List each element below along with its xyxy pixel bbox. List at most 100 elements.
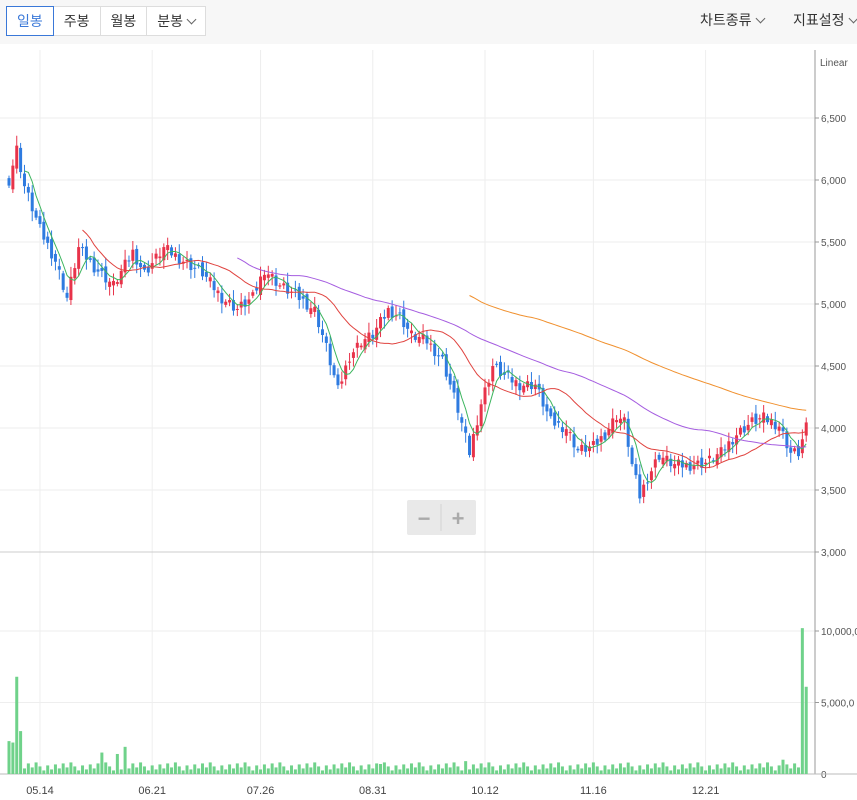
volume-bar bbox=[777, 765, 781, 774]
volume-tick-label: 5,000,0 bbox=[821, 699, 855, 710]
candle bbox=[483, 387, 487, 405]
candle bbox=[437, 355, 441, 357]
price-tick-label: 5,000 bbox=[821, 300, 846, 311]
volume-bar bbox=[123, 746, 127, 774]
candle bbox=[231, 300, 235, 311]
ma60-line bbox=[237, 257, 807, 448]
candle bbox=[518, 383, 522, 391]
volume-bar bbox=[108, 766, 112, 774]
volume-bar bbox=[680, 764, 684, 774]
volume-bar bbox=[42, 770, 46, 774]
candle bbox=[692, 465, 696, 470]
candle bbox=[305, 294, 309, 310]
candle bbox=[386, 307, 390, 318]
candle bbox=[793, 448, 797, 452]
volume-bar bbox=[146, 770, 150, 774]
candle bbox=[216, 290, 220, 294]
volume-bar bbox=[719, 768, 723, 774]
volume-bar bbox=[73, 766, 77, 774]
volume-bar bbox=[700, 766, 704, 774]
candle bbox=[38, 216, 42, 225]
volume-bar bbox=[139, 762, 143, 774]
volume-bar bbox=[661, 762, 665, 774]
volume-bar bbox=[162, 768, 166, 774]
candle bbox=[259, 276, 263, 295]
candle bbox=[208, 277, 212, 282]
volume-bar bbox=[735, 766, 739, 774]
volume-bar bbox=[11, 742, 15, 774]
candle bbox=[15, 145, 19, 169]
indicator-menu[interactable]: 지표설정 bbox=[793, 10, 857, 30]
tab-minute[interactable]: 분봉 bbox=[146, 6, 207, 36]
candle bbox=[57, 266, 61, 270]
volume-bar bbox=[483, 767, 487, 774]
volume-bar bbox=[301, 768, 305, 774]
candle bbox=[440, 354, 444, 357]
candle bbox=[646, 482, 650, 484]
candle bbox=[173, 253, 177, 257]
candle bbox=[328, 343, 332, 366]
chart-type-menu[interactable]: 차트종류 bbox=[700, 10, 765, 30]
candle bbox=[433, 343, 437, 357]
candle bbox=[69, 276, 73, 301]
candle bbox=[425, 335, 429, 344]
volume-bar bbox=[417, 762, 421, 774]
volume-bar bbox=[599, 770, 603, 774]
volume-bar bbox=[371, 768, 375, 774]
volume-bar bbox=[669, 770, 673, 774]
candle bbox=[789, 447, 793, 453]
candle bbox=[487, 382, 491, 387]
volume-bar bbox=[290, 765, 294, 774]
candle bbox=[630, 447, 634, 465]
volume-bar bbox=[398, 769, 402, 774]
candle bbox=[228, 300, 232, 303]
candle bbox=[108, 281, 112, 287]
volume-bar bbox=[185, 765, 189, 774]
zoom-in-button[interactable]: + bbox=[452, 506, 465, 531]
candle bbox=[560, 427, 564, 433]
tab-monthly[interactable]: 월봉 bbox=[99, 6, 148, 36]
volume-bar bbox=[324, 765, 328, 774]
chevron-down-icon bbox=[848, 13, 857, 23]
candle bbox=[243, 299, 247, 307]
volume-bar bbox=[77, 770, 81, 774]
candle bbox=[150, 263, 154, 269]
volume-bar bbox=[251, 770, 255, 774]
candle bbox=[123, 259, 127, 273]
candle bbox=[773, 421, 777, 430]
zoom-out-button[interactable]: − bbox=[418, 506, 431, 531]
candle bbox=[533, 384, 537, 390]
volume-bar bbox=[154, 769, 158, 774]
stock-chart[interactable]: Linear 6,500 6,000 5,500 5,000 4,500 4,000 3,50… bbox=[0, 44, 857, 800]
volume-bar bbox=[46, 765, 50, 774]
volume-bar bbox=[115, 753, 119, 774]
volume-bar bbox=[506, 764, 510, 774]
tab-daily[interactable]: 일봉 bbox=[6, 6, 54, 36]
volume-bar bbox=[375, 763, 379, 774]
candle bbox=[468, 435, 472, 456]
volume-bar bbox=[189, 769, 193, 774]
volume-bar bbox=[317, 766, 321, 774]
volume-bar bbox=[336, 768, 340, 774]
price-tick-label: 3,000 bbox=[821, 548, 846, 559]
volume-bar bbox=[510, 768, 514, 774]
volume-bar bbox=[50, 769, 54, 774]
candle bbox=[502, 372, 506, 375]
candle bbox=[522, 385, 526, 393]
volume-bar bbox=[363, 769, 367, 774]
scale-label: Linear bbox=[820, 58, 848, 69]
zoom-control[interactable] bbox=[407, 500, 476, 535]
volume-bar bbox=[92, 768, 96, 774]
volume-bar bbox=[96, 763, 100, 774]
volume-bar bbox=[723, 763, 727, 774]
tab-weekly[interactable]: 주봉 bbox=[52, 6, 101, 36]
candle bbox=[139, 263, 143, 268]
candle bbox=[162, 247, 166, 261]
volume-bar bbox=[789, 768, 793, 774]
volume-bar bbox=[773, 770, 777, 774]
volume-bar bbox=[131, 763, 135, 774]
volume-bar bbox=[677, 769, 681, 774]
volume-bar bbox=[208, 762, 212, 774]
candle bbox=[104, 266, 108, 283]
volume-bar bbox=[533, 765, 537, 774]
